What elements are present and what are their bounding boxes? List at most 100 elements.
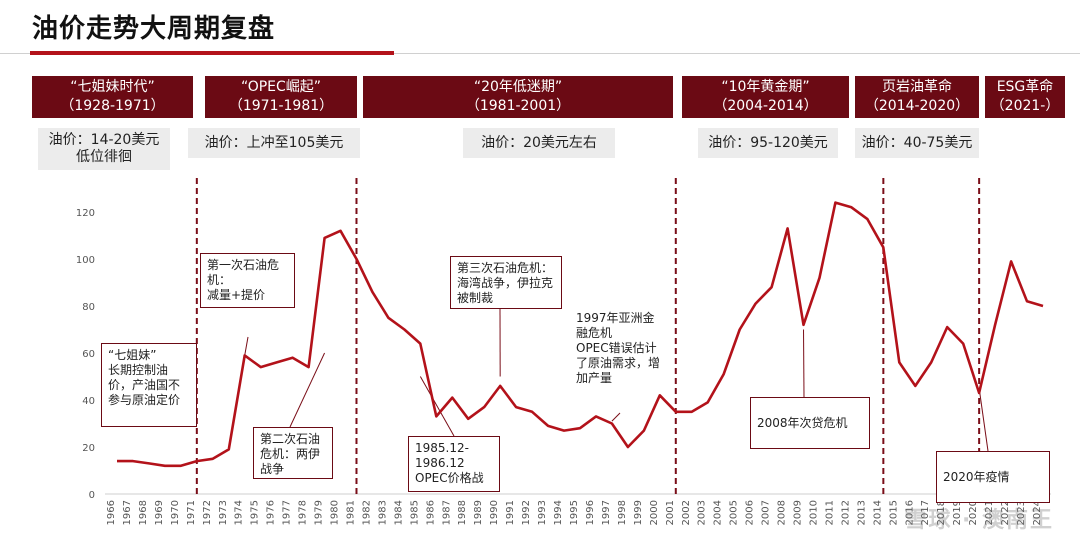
- x-tick-label: 2015: [888, 500, 899, 525]
- y-tick-label: 40: [82, 396, 95, 407]
- x-tick-label: 1983: [377, 500, 388, 525]
- x-tick-label: 2013: [856, 500, 867, 525]
- x-tick-label: 2003: [697, 500, 708, 525]
- era-box-slump: “20年低迷期” （1981-2001）: [363, 76, 673, 118]
- era-box-opec-rise: “OPEC崛起” （1971-1981）: [205, 76, 357, 118]
- price-box-opec-rise: 油价：上冲至105美元: [188, 128, 360, 158]
- x-tick-label: 1986: [425, 500, 436, 525]
- era-box-shale: 页岩油革命 （2014-2020）: [855, 76, 979, 118]
- x-tick-label: 2006: [745, 500, 756, 525]
- x-tick-label: 2002: [681, 500, 692, 525]
- page-title: 油价走势大周期复盘: [32, 14, 276, 44]
- x-tick-label: 1978: [298, 500, 309, 525]
- y-tick-label: 80: [82, 302, 95, 313]
- era-box-golden-decade: “10年黄金期” （2004-2014）: [682, 76, 849, 118]
- x-tick-label: 2022: [1000, 500, 1011, 525]
- x-tick-label: 1989: [473, 500, 484, 525]
- era-range: （2021-）: [990, 98, 1060, 114]
- x-tick-label: 1972: [202, 500, 213, 525]
- x-tick-label: 1974: [234, 500, 245, 525]
- watermark: 雪球 · 澳南王: [904, 508, 1054, 533]
- annotation-first-oil-crisis: 第一次石油危机： 减量+提价: [200, 253, 295, 308]
- x-tick-label: 2019: [952, 500, 963, 525]
- y-tick-label: 0: [89, 490, 95, 501]
- x-tick-label: 2018: [936, 500, 947, 525]
- x-tick-label: 1984: [393, 500, 404, 525]
- x-tick-label: 1995: [569, 500, 580, 525]
- x-tick-label: 1966: [106, 500, 117, 525]
- x-tick-label: 2012: [840, 500, 851, 525]
- price-box-slump: 油价：20美元左右: [463, 128, 615, 158]
- era-range: （1971-1981）: [228, 98, 334, 114]
- annotation-second-oil-crisis: 第二次石油危机：两伊战争: [253, 427, 333, 479]
- x-tick-label: 1981: [345, 500, 356, 525]
- x-tick-label: 2011: [824, 500, 835, 525]
- title-accent-bar: [30, 51, 394, 55]
- x-tick-label: 1977: [282, 500, 293, 525]
- x-tick-label: 1997: [601, 500, 612, 525]
- x-tick-label: 1973: [218, 500, 229, 525]
- x-tick-label: 2016: [904, 500, 915, 525]
- x-tick-label: 2005: [729, 500, 740, 525]
- annotation-third-oil-crisis: 第三次石油危机：海湾战争，伊拉克被制裁: [450, 256, 562, 309]
- x-tick-label: 1980: [330, 500, 341, 525]
- price-box-seven-sisters: 油价：14-20美元 低位徘徊: [38, 128, 170, 170]
- annotation-connector: [289, 352, 326, 428]
- x-tick-label: 1985: [409, 500, 420, 525]
- annotation-asian-financial-crisis: 1997年亚洲金融危机 OPEC错误估计了原油需求，增加产量: [576, 311, 661, 385]
- x-tick-label: 1970: [170, 500, 181, 525]
- annotation-connector: [978, 388, 989, 452]
- era-name: 页岩油革命: [882, 79, 952, 95]
- annotation-seven-sisters: “七姐妹” 长期控制油价，产油国不参与原油定价: [101, 343, 197, 427]
- annotation-connector: [611, 412, 621, 422]
- oil-price-series-line: [117, 201, 1044, 468]
- x-tick-label: 1975: [250, 500, 261, 525]
- y-tick-label: 100: [76, 255, 95, 266]
- x-tick-label: 1971: [186, 500, 197, 525]
- x-tick-label: 1976: [266, 500, 277, 525]
- era-name: “七姐妹时代”: [70, 79, 155, 95]
- x-tick-label: 2021: [984, 500, 995, 525]
- x-tick-label: 1999: [633, 500, 644, 525]
- x-tick-label: 1967: [122, 500, 133, 525]
- x-tick-label: 1994: [553, 500, 564, 525]
- era-name: “20年低迷期”: [473, 79, 563, 95]
- era-box-esg: ESG革命 （2021-）: [985, 76, 1065, 118]
- x-tick-label: 2009: [793, 500, 804, 525]
- y-tick-label: 120: [76, 208, 95, 219]
- price-box-shale: 油价：40-75美元: [855, 128, 979, 158]
- x-tick-label: 1968: [138, 500, 149, 525]
- x-tick-label: 2024: [1032, 500, 1043, 525]
- x-tick-label: 2001: [665, 500, 676, 525]
- x-tick-label: 2008: [777, 500, 788, 525]
- era-name: “10年黄金期”: [721, 79, 810, 95]
- y-tick-label: 60: [82, 349, 95, 360]
- x-tick-label: 1991: [505, 500, 516, 525]
- price-box-golden-decade: 油价：95-120美元: [698, 128, 838, 158]
- x-tick-label: 1996: [585, 500, 596, 525]
- x-tick-label: 2020: [968, 500, 979, 525]
- x-tick-label: 1969: [154, 500, 165, 525]
- x-tick-label: 2017: [920, 500, 931, 525]
- x-tick-label: 1982: [361, 500, 372, 525]
- annotation-opec-price-war: 1985.12- 1986.12 OPEC价格战: [408, 436, 500, 492]
- x-tick-label: 2023: [1016, 500, 1027, 525]
- x-tick-label: 2004: [713, 500, 724, 525]
- annotation-covid: 2020年疫情: [936, 451, 1050, 503]
- annotation-subprime-crisis: 2008年次贷危机: [750, 397, 870, 449]
- era-range: （1981-2001）: [465, 98, 571, 114]
- era-range: （2014-2020）: [864, 98, 970, 114]
- y-tick-label: 20: [82, 443, 95, 454]
- x-tick-label: 2007: [761, 500, 772, 525]
- x-tick-label: 2014: [872, 500, 883, 525]
- x-tick-label: 1988: [457, 500, 468, 525]
- x-tick-label: 2000: [649, 500, 660, 525]
- era-range: （1928-1971）: [60, 98, 165, 114]
- x-tick-label: 1990: [489, 500, 500, 525]
- x-tick-label: 1979: [314, 500, 325, 525]
- era-name: ESG革命: [996, 79, 1054, 95]
- annotation-connector: [244, 336, 249, 356]
- x-tick-label: 2010: [808, 500, 819, 525]
- annotation-connector: [419, 376, 455, 437]
